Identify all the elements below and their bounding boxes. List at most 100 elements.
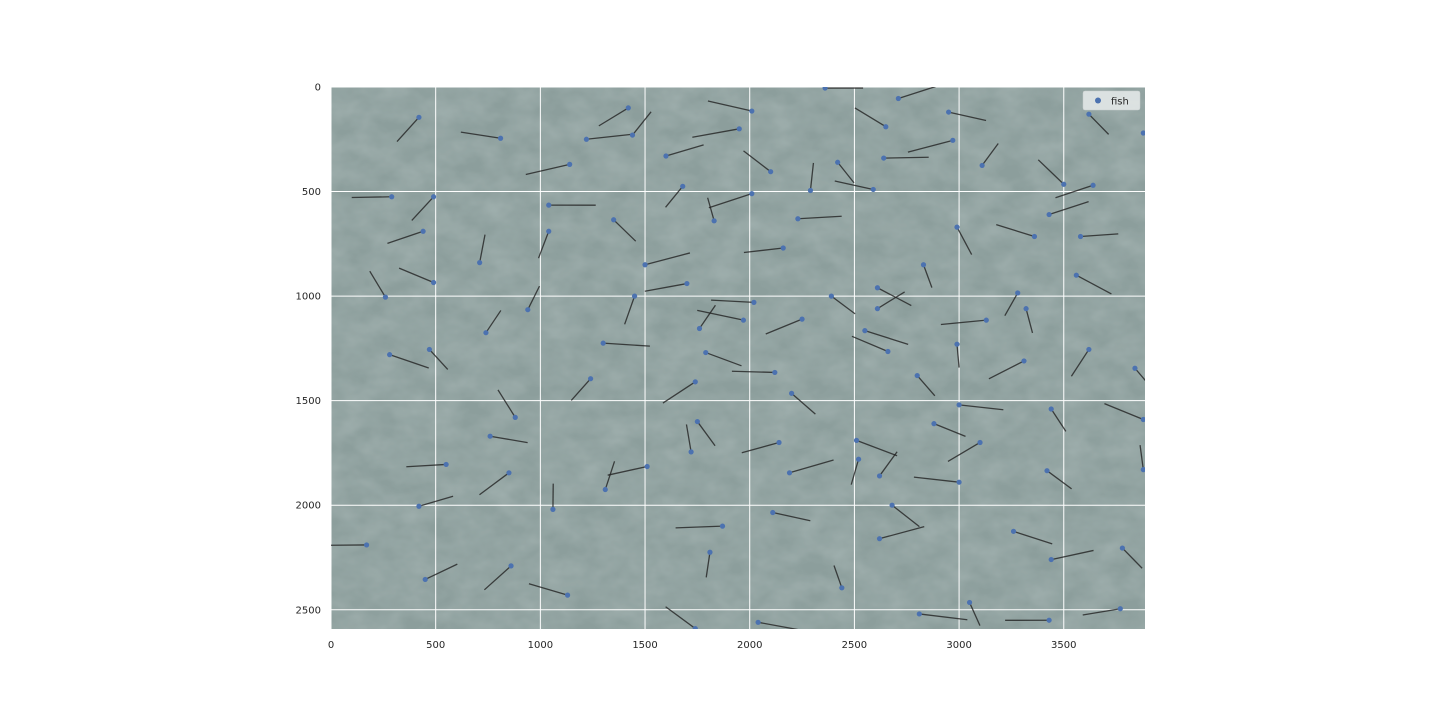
fish-point xyxy=(954,225,959,230)
fish-point xyxy=(875,306,880,311)
fish-point xyxy=(680,184,685,189)
fish-point xyxy=(881,155,886,160)
fish-point xyxy=(389,194,394,199)
fish-point xyxy=(877,536,882,541)
fish-point xyxy=(506,470,511,475)
fish-point xyxy=(567,162,572,167)
fish-point xyxy=(1086,112,1091,117)
fish-point xyxy=(950,138,955,143)
fish-point xyxy=(695,419,700,424)
fish-point xyxy=(1120,545,1125,550)
fish-point xyxy=(630,132,635,137)
fish-point xyxy=(776,440,781,445)
fish-point xyxy=(707,550,712,555)
fish-point xyxy=(980,163,985,168)
fish-point xyxy=(1047,618,1052,623)
fish-point xyxy=(956,402,961,407)
fish-point xyxy=(427,347,432,352)
fish-point xyxy=(712,218,717,223)
fish-point xyxy=(854,438,859,443)
fish-point xyxy=(693,626,698,631)
fish-point xyxy=(488,434,493,439)
fish-point xyxy=(768,169,773,174)
fish-point xyxy=(889,503,894,508)
fish-point xyxy=(1023,306,1028,311)
fish-point xyxy=(611,217,616,222)
fish-point xyxy=(885,349,890,354)
fish-point xyxy=(749,191,754,196)
y-tick-label: 2500 xyxy=(296,605,321,616)
fish-point xyxy=(871,187,876,192)
fish-point xyxy=(703,350,708,355)
fish-point xyxy=(875,285,880,290)
fish-point xyxy=(755,620,760,625)
fish-point xyxy=(720,524,725,529)
fish-point xyxy=(787,470,792,475)
fish-point xyxy=(383,295,388,300)
y-tick-label: 500 xyxy=(302,187,321,198)
fish-point xyxy=(416,504,421,509)
fish-point xyxy=(799,317,804,322)
fish-orientation-line xyxy=(884,157,929,158)
fish-point xyxy=(483,330,488,335)
fish-point xyxy=(601,341,606,346)
fish-point xyxy=(883,124,888,129)
fish-point xyxy=(431,194,436,199)
fish-point xyxy=(822,85,827,90)
x-tick-label: 0 xyxy=(328,640,334,651)
fish-point xyxy=(896,96,901,101)
x-tick-label: 2000 xyxy=(737,640,762,651)
y-tick-label: 1500 xyxy=(296,396,321,407)
fish-point xyxy=(977,440,982,445)
fish-point xyxy=(1141,130,1146,135)
fish-point xyxy=(921,262,926,267)
fish-point xyxy=(967,600,972,605)
fish-point xyxy=(751,300,756,305)
fish-point xyxy=(808,188,813,193)
fish-point xyxy=(525,307,530,312)
fish-point xyxy=(1049,557,1054,562)
fish-point xyxy=(663,153,668,158)
fish-point xyxy=(565,593,570,598)
fish-point xyxy=(749,108,754,113)
fish-point xyxy=(588,376,593,381)
fish-point xyxy=(645,464,650,469)
fish-point xyxy=(877,473,882,478)
fish-point xyxy=(1047,212,1052,217)
fish-point xyxy=(550,507,555,512)
fish-orientation-line xyxy=(352,197,392,198)
fish-point xyxy=(946,109,951,114)
fish-point xyxy=(789,391,794,396)
x-tick-label: 2500 xyxy=(842,640,867,651)
fish-point xyxy=(689,449,694,454)
fish-point xyxy=(364,542,369,547)
fish-point xyxy=(1086,347,1091,352)
x-tick-label: 500 xyxy=(426,640,445,651)
fish-point xyxy=(513,415,518,420)
fish-point xyxy=(839,585,844,590)
y-tick-label: 2000 xyxy=(296,501,321,512)
fish-point xyxy=(1141,417,1146,422)
legend-label: fish xyxy=(1111,97,1129,108)
fish-point xyxy=(584,137,589,142)
fish-point xyxy=(546,229,551,234)
fish-point xyxy=(917,611,922,616)
fish-point xyxy=(632,294,637,299)
fish-point xyxy=(498,136,503,141)
x-tick-label: 3500 xyxy=(1051,640,1076,651)
fish-point xyxy=(387,352,392,357)
fish-point xyxy=(477,260,482,265)
fish-point xyxy=(1118,606,1123,611)
fish-point xyxy=(1044,468,1049,473)
fish-point xyxy=(1078,234,1083,239)
fish-point xyxy=(444,462,449,467)
fish-point xyxy=(1021,358,1026,363)
x-tick-label: 1000 xyxy=(528,640,553,651)
fish-point xyxy=(684,281,689,286)
fish-point xyxy=(431,280,436,285)
fish-point xyxy=(954,342,959,347)
fish-point xyxy=(829,294,834,299)
